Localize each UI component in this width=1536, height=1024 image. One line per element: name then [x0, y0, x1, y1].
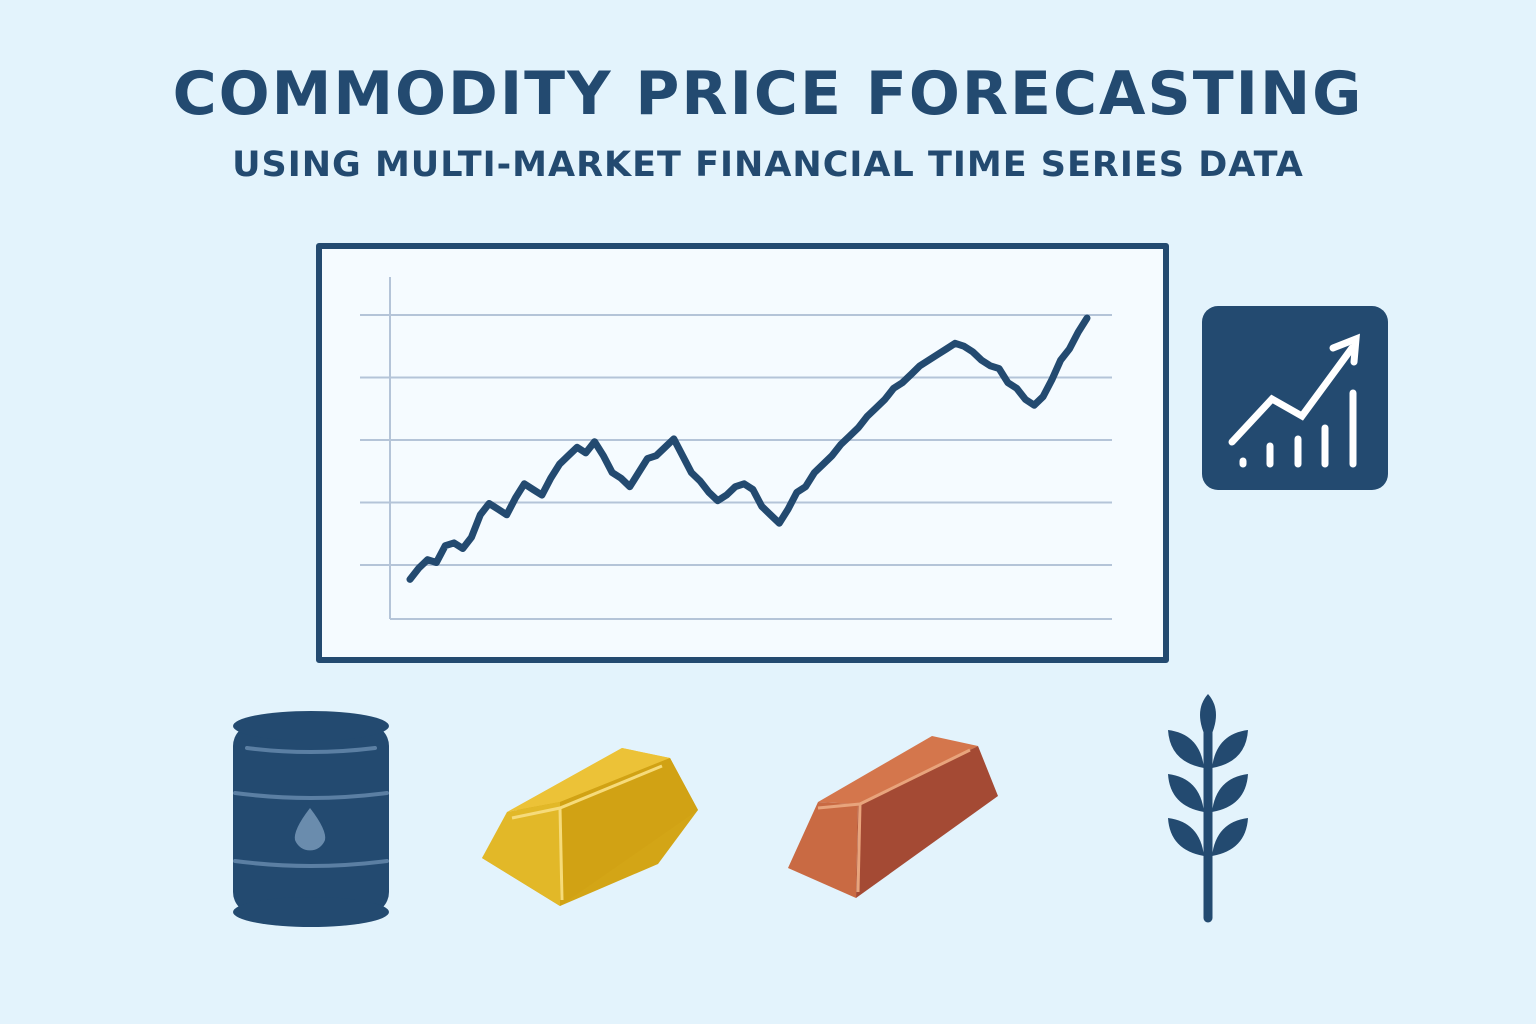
- growth-chart-icon: [1228, 333, 1360, 468]
- growth-chart-badge: [1202, 306, 1388, 490]
- price-chart: [316, 243, 1169, 663]
- series-line: [406, 314, 1091, 583]
- oil-barrel-icon: [233, 711, 389, 927]
- gold-bar-icon: [482, 748, 698, 906]
- page-title: COMMODITY PRICE FORECASTING: [172, 59, 1364, 129]
- copper-bar-icon: [788, 736, 998, 898]
- price-chart-svg: [360, 277, 1112, 620]
- page-subtitle: USING MULTI-MARKET FINANCIAL TIME SERIES…: [232, 145, 1304, 185]
- wheat-icon: [1168, 694, 1248, 923]
